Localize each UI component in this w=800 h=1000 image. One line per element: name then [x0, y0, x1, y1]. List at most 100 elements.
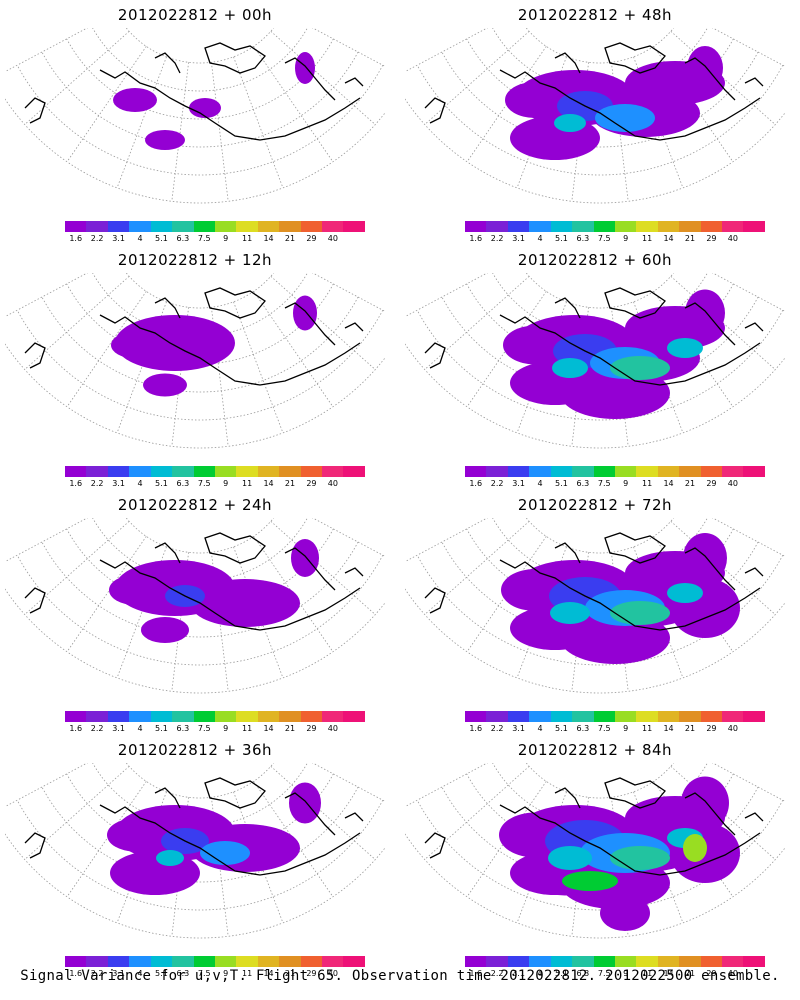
colorbar-label: 6.3 [576, 724, 590, 733]
colorbar [65, 711, 365, 722]
colorbar [65, 956, 365, 967]
colorbar-swatch [86, 956, 108, 967]
colorbar-label: 9 [223, 969, 229, 978]
colorbar-swatch [257, 956, 280, 967]
colorbar-swatch [722, 466, 744, 477]
colorbar-label: 29 [706, 479, 717, 488]
colorbar-label: 9 [623, 724, 629, 733]
polar-map [5, 273, 385, 449]
colorbar-swatch [593, 956, 615, 967]
colorbar-label: 11 [242, 724, 253, 733]
colorbar-label: 2.2 [90, 234, 104, 243]
colorbar-swatch [593, 466, 615, 477]
colorbar-swatch [150, 221, 173, 232]
colorbar-label: 1.6 [469, 479, 483, 488]
colorbar-label: 2.2 [490, 234, 504, 243]
colorbar-swatch [107, 466, 130, 477]
colorbar-label: 2.2 [490, 479, 504, 488]
colorbar-swatch [279, 956, 301, 967]
colorbar-label: 9 [223, 479, 229, 488]
colorbar-swatch [614, 466, 637, 477]
colorbar-labels: 1.6 2.2 3.1 4 5.1 6.3 7.5 9 11 14 21 29 40 [465, 724, 765, 734]
colorbar-label: 5.1 [555, 724, 568, 733]
colorbar-label: 29 [306, 969, 317, 978]
colorbar-swatch [343, 956, 365, 967]
colorbar-swatch [214, 466, 237, 477]
map-panel: 2012022812 + 84h 1.6 2.2 3.1 4 5.1 6.3 7.5 9 11 14… [405, 735, 785, 980]
colorbar-swatch [657, 221, 680, 232]
colorbar-label: 6.3 [176, 479, 190, 488]
coastlines [424, 287, 764, 386]
colorbar-labels: 1.6 2.2 3.1 4 5.1 6.3 7.5 9 11 14 21 29 40 [465, 479, 765, 489]
colorbar-swatch [193, 466, 215, 477]
colorbar-label: 4 [537, 234, 543, 243]
variance-field [501, 533, 740, 664]
colorbar-label: 1.6 [469, 724, 483, 733]
colorbar [65, 221, 365, 232]
colorbar-swatch [322, 711, 344, 722]
colorbar-swatch [300, 711, 323, 722]
colorbar-swatch [172, 711, 194, 722]
colorbar-label: 4 [137, 969, 143, 978]
colorbar-label: 7.5 [197, 234, 211, 243]
colorbar-swatch [636, 221, 658, 232]
colorbar-label: 11 [242, 969, 253, 978]
colorbar-labels: 1.6 2.2 3.1 4 5.1 6.3 7.5 9 11 14 21 29 40 [465, 234, 765, 244]
colorbar-label: 1.6 [69, 234, 83, 243]
colorbar [465, 711, 765, 722]
colorbar-swatch [743, 466, 765, 477]
polar-map [5, 763, 385, 939]
coastlines [24, 777, 364, 876]
colorbar-label: 21 [684, 479, 696, 488]
colorbar-label: 5.1 [555, 479, 568, 488]
colorbar-swatch [65, 466, 87, 477]
colorbar-label: 5.1 [155, 479, 168, 488]
colorbar-label: 1.6 [69, 724, 83, 733]
colorbar-swatch [529, 956, 551, 967]
colorbar-swatch [614, 956, 637, 967]
colorbar-labels: 1.6 2.2 3.1 4 5.1 6.3 7.5 9 11 14 21 29 40 [65, 724, 365, 734]
colorbar-label: 6.3 [176, 234, 190, 243]
colorbar-label: 21 [684, 724, 696, 733]
colorbar-label: 4 [137, 479, 143, 488]
colorbar-label: 11 [642, 234, 653, 243]
colorbar-label: 11 [642, 969, 653, 978]
colorbar-swatch [636, 466, 658, 477]
colorbar-swatch [193, 956, 215, 967]
colorbar-label: 9 [223, 724, 229, 733]
variance-field [109, 539, 319, 643]
colorbar-label: 14 [663, 969, 674, 978]
colorbar-swatch [743, 221, 765, 232]
colorbar-swatch [465, 221, 487, 232]
colorbar-label: 1.6 [69, 969, 83, 978]
map-panel: 2012022812 + 36h 1.6 2.2 3.1 4 5.1 6.3 7.5 9 11 14… [5, 735, 385, 980]
colorbar-swatch [65, 221, 87, 232]
colorbar-label: 5.1 [155, 234, 168, 243]
colorbar-swatch [129, 221, 151, 232]
colorbar-swatch [507, 221, 530, 232]
colorbar-label: 11 [242, 479, 253, 488]
colorbar-swatch [550, 466, 573, 477]
colorbar-label: 21 [284, 234, 296, 243]
colorbar-label: 3.1 [512, 724, 525, 733]
colorbar-swatch [550, 711, 573, 722]
colorbar-label: 5.1 [155, 969, 168, 978]
colorbar-swatch [636, 711, 658, 722]
colorbar-swatch [86, 466, 108, 477]
colorbar-label: 14 [663, 724, 674, 733]
graticule [5, 273, 385, 449]
panel-title: 2012022812 + 72h [517, 496, 673, 514]
colorbar-label: 29 [306, 479, 317, 488]
colorbar-labels: 1.6 2.2 3.1 4 5.1 6.3 7.5 9 11 14 21 29 40 [65, 479, 365, 489]
colorbar-label: 7.5 [597, 479, 611, 488]
variance-field [111, 295, 317, 397]
colorbar-label: 14 [663, 234, 674, 243]
colorbar-label: 40 [327, 724, 338, 733]
colorbar-swatch [150, 956, 173, 967]
polar-map [405, 28, 785, 204]
colorbar-swatch [507, 711, 530, 722]
colorbar-swatch [107, 711, 130, 722]
panel-title: 2012022812 + 12h [117, 251, 273, 269]
map-panel: 2012022812 + 12h 1.6 2.2 3.1 4 5.1 6.3 7.5 9 11 14… [5, 245, 385, 490]
colorbar-swatch [722, 711, 744, 722]
